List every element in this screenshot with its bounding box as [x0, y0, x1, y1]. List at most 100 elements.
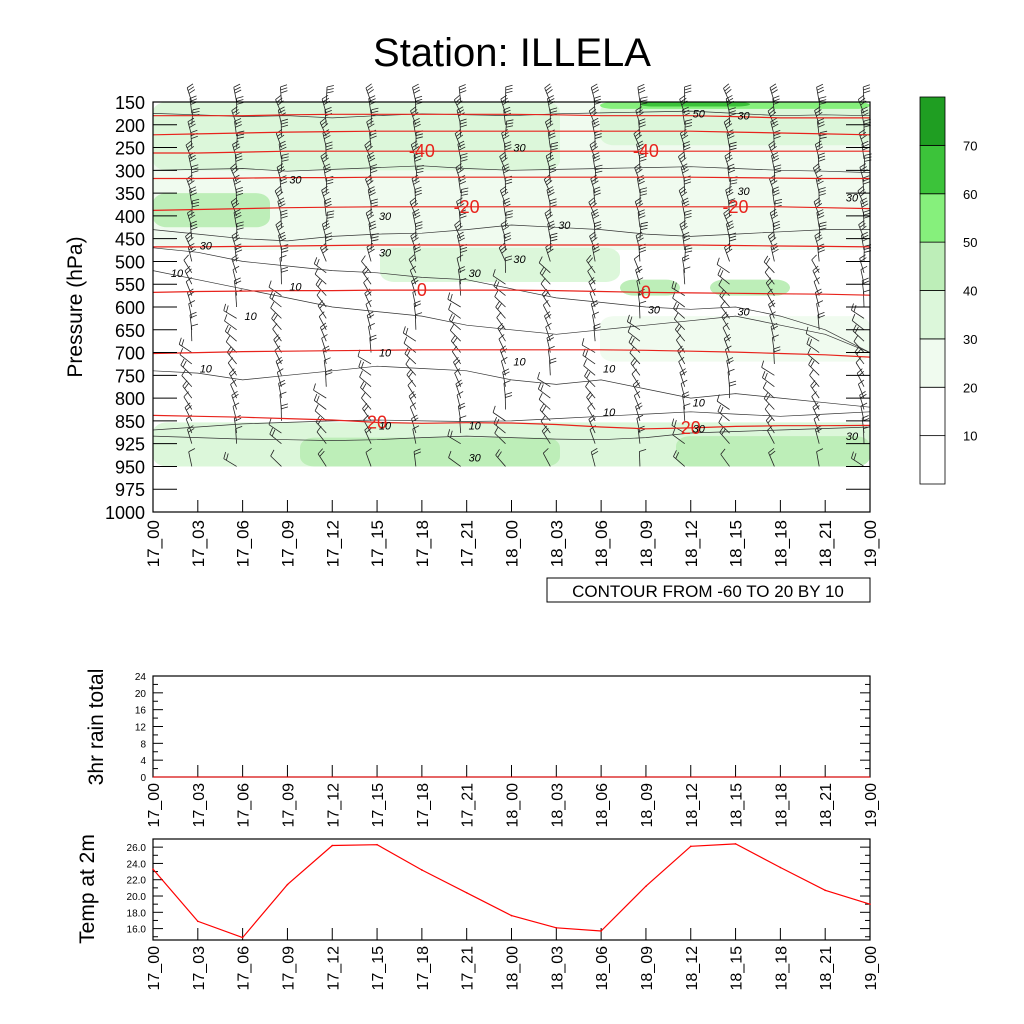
wind-barb [851, 451, 865, 467]
wind-barb [361, 392, 372, 410]
wind-barb [410, 140, 420, 160]
wind-barb [678, 151, 687, 171]
wind-barb [635, 231, 644, 251]
wind-barb [767, 231, 777, 251]
rain-chart: 0 4 8 12 16 20 24 17_00 17_03 17_06 17_09 17_12 17_1… [85, 669, 880, 828]
pressure-axis-label: Pressure (hPa) [64, 236, 87, 377]
wind-barb [223, 451, 237, 467]
rain-frame [152, 675, 871, 778]
time-tick-label: 18_12 [684, 946, 701, 991]
wind-barb [313, 383, 327, 399]
wind-barb [635, 402, 643, 422]
wind-barb [807, 347, 820, 365]
wind-barb [494, 290, 506, 308]
pressure-tick-label: 800 [115, 389, 145, 409]
time-tick-label: 18_09 [639, 946, 656, 991]
temperature-point [689, 845, 692, 848]
time-tick-label: 18_03 [549, 946, 566, 991]
time-tick-label: 18_03 [549, 783, 566, 828]
wind-barb [365, 447, 372, 467]
wind-barb [224, 314, 237, 331]
wind-barb [639, 187, 648, 205]
temperature-point [241, 936, 244, 939]
temperature-point [152, 868, 154, 870]
rh-contour-label: 30 [846, 431, 859, 443]
wind-barb [492, 405, 506, 422]
wind-barb [447, 292, 461, 308]
wind-barb [584, 369, 596, 388]
wind-barb [233, 277, 242, 296]
wind-barb [496, 311, 506, 331]
wind-barb [456, 391, 464, 410]
temperature-point [286, 883, 289, 886]
time-tick-label: 17_18 [415, 946, 432, 991]
time-tick-label: 17_09 [278, 520, 297, 567]
wind-barb [414, 312, 423, 330]
rh-contour-label: 10 [245, 311, 258, 323]
temp-tick-label: 16.0 [127, 925, 147, 936]
time-tick-label: 18_15 [729, 783, 746, 828]
wind-barb [185, 231, 194, 251]
time-tick-label: 17_03 [189, 520, 208, 567]
colorbar-box [919, 435, 946, 485]
colorbar-box [919, 193, 946, 243]
time-tick-label: 17_18 [415, 783, 432, 828]
wind-barb [634, 163, 643, 182]
wind-barb [538, 256, 551, 274]
wind-barb [495, 301, 506, 319]
wind-barb [582, 348, 596, 365]
time-tick-label: 18_00 [505, 946, 522, 991]
time-tick-label: 18_18 [771, 520, 790, 567]
wind-barb [544, 311, 552, 330]
wind-barb [634, 197, 644, 217]
pressure-tick-label: 1000 [105, 503, 145, 523]
wind-barb [726, 357, 734, 376]
rh-contour-line [152, 165, 871, 173]
isotherm-line [152, 130, 871, 136]
wind-barb [235, 289, 243, 308]
wind-barb [367, 186, 376, 205]
rh-contour-label: 10 [469, 420, 482, 432]
isotherm-label: -40 [409, 141, 435, 161]
rh-contour-label: 30 [513, 143, 526, 155]
wind-barb [324, 197, 332, 216]
rh-contour-label: 30 [379, 247, 392, 259]
wind-barb [763, 255, 775, 274]
wind-barb [271, 312, 282, 331]
isotherm-line [152, 206, 871, 211]
rh-contour-label: 30 [737, 186, 750, 198]
rh-contour-line [152, 270, 871, 353]
wind-barb [408, 391, 417, 410]
wind-barb [633, 254, 641, 273]
wind-barb [414, 186, 422, 205]
wind-barb [499, 151, 508, 171]
wind-barb [232, 265, 240, 285]
wind-barb [190, 323, 199, 342]
isotherm-line [153, 176, 870, 180]
temp-tick-label: 20.0 [127, 892, 147, 903]
isotherm-label: 0 [417, 280, 427, 300]
wind-barb [636, 414, 644, 434]
wind-barb [590, 83, 600, 103]
wind-barb [814, 231, 823, 251]
wind-barb [359, 370, 372, 388]
time-tick-label: 18_18 [773, 783, 790, 828]
pressure-tick-label: 450 [115, 230, 145, 250]
wind-barb [363, 277, 372, 296]
rh-contour-label: 30 [289, 174, 302, 186]
wind-barb [540, 277, 551, 296]
wind-barb [816, 448, 824, 467]
isotherm-label: -20 [723, 197, 749, 217]
wind-barb [188, 448, 196, 467]
time-tick-label: 17_00 [146, 783, 163, 828]
wind-barb [723, 334, 732, 353]
time-tick-label: 18_06 [594, 783, 611, 828]
colorbar-box [919, 241, 946, 291]
isotherm-line [153, 113, 870, 119]
rh-fill-region [153, 120, 420, 148]
wind-barb [499, 186, 509, 205]
wind-barb [764, 266, 775, 285]
isotherm-line [153, 244, 871, 248]
rh-contour-line [152, 224, 870, 242]
wind-barb [626, 314, 641, 331]
